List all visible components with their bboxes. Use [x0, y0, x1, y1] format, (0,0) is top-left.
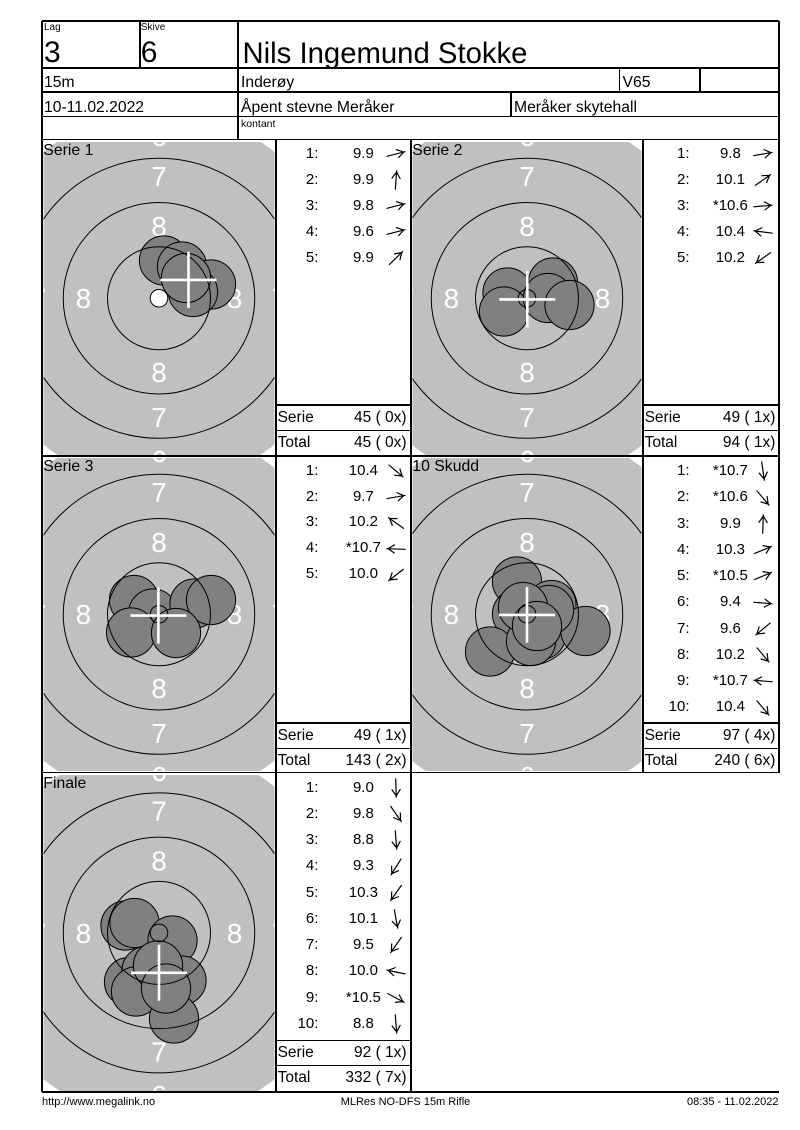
- svg-text:8: 8: [151, 673, 167, 704]
- svg-text:6: 6: [519, 445, 535, 456]
- svg-text:8: 8: [519, 211, 535, 242]
- svg-text:7: 7: [411, 283, 414, 314]
- svg-text:7: 7: [151, 1036, 167, 1067]
- svg-text:8: 8: [76, 917, 92, 948]
- svg-text:6: 6: [519, 456, 535, 468]
- svg-text:7: 7: [151, 477, 167, 508]
- svg-text:7: 7: [42, 599, 46, 630]
- svg-text:8: 8: [444, 599, 460, 630]
- svg-text:6: 6: [151, 761, 167, 772]
- svg-text:6: 6: [151, 445, 167, 456]
- svg-text:6: 6: [519, 140, 535, 152]
- svg-text:6: 6: [151, 456, 167, 468]
- svg-text:7: 7: [42, 917, 46, 948]
- svg-text:8: 8: [76, 599, 92, 630]
- svg-text:7: 7: [272, 917, 276, 948]
- svg-text:6: 6: [151, 140, 167, 152]
- svg-text:8: 8: [76, 283, 92, 314]
- svg-text:7: 7: [411, 599, 414, 630]
- svg-text:8: 8: [151, 357, 167, 388]
- svg-text:8: 8: [595, 283, 611, 314]
- svg-text:7: 7: [519, 161, 535, 192]
- svg-text:7: 7: [42, 283, 46, 314]
- svg-text:8: 8: [151, 845, 167, 876]
- svg-text:8: 8: [227, 917, 243, 948]
- svg-text:7: 7: [272, 283, 276, 314]
- svg-text:8: 8: [151, 527, 167, 558]
- svg-text:7: 7: [151, 402, 167, 433]
- svg-text:6: 6: [151, 1079, 167, 1092]
- svg-text:7: 7: [640, 599, 643, 630]
- svg-text:8: 8: [444, 283, 460, 314]
- svg-text:8: 8: [151, 211, 167, 242]
- svg-text:6: 6: [151, 773, 167, 787]
- svg-text:7: 7: [272, 599, 276, 630]
- svg-text:8: 8: [519, 673, 535, 704]
- svg-text:8: 8: [519, 527, 535, 558]
- svg-text:7: 7: [519, 477, 535, 508]
- svg-text:7: 7: [640, 283, 643, 314]
- svg-text:7: 7: [519, 402, 535, 433]
- svg-text:7: 7: [151, 718, 167, 749]
- svg-text:7: 7: [151, 161, 167, 192]
- svg-text:7: 7: [519, 718, 535, 749]
- svg-text:6: 6: [519, 761, 535, 772]
- svg-text:8: 8: [519, 357, 535, 388]
- svg-text:7: 7: [151, 795, 167, 826]
